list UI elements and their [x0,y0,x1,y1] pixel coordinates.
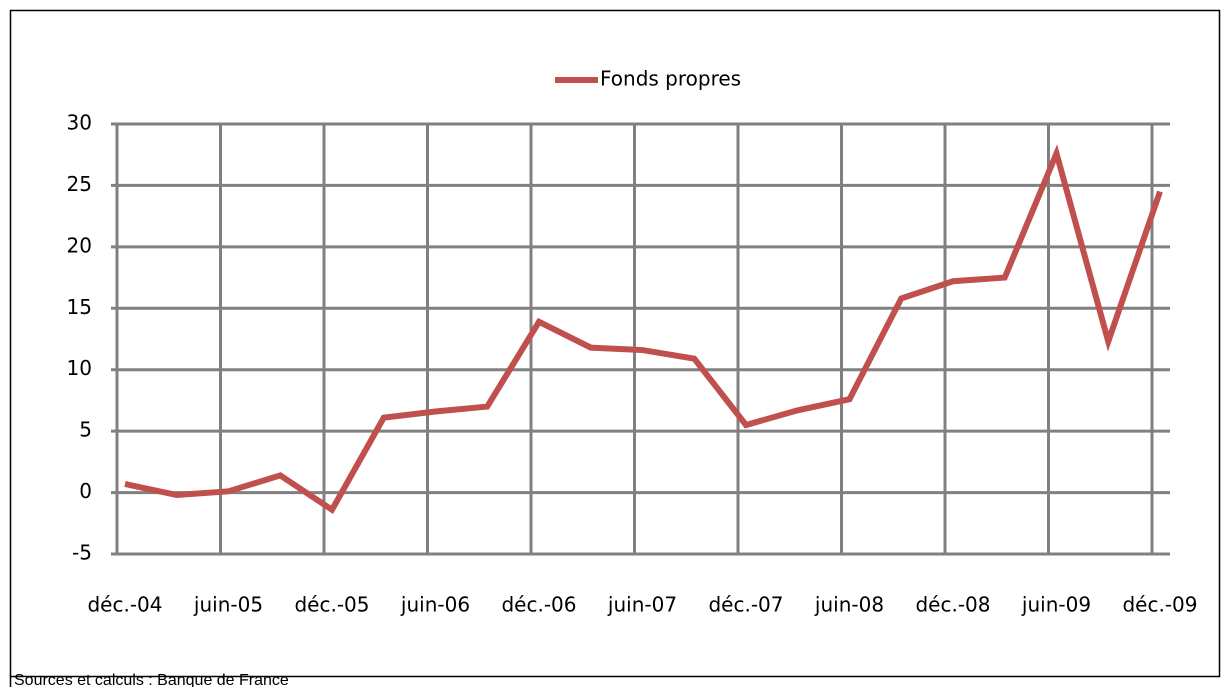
x-tick-label: déc.-08 [915,593,990,617]
y-tick-label: 15 [67,295,92,319]
x-tick-label: juin-08 [814,593,884,617]
y-tick-label: -5 [72,541,92,565]
x-tick-label: juin-07 [607,593,677,617]
x-tick-label: juin-06 [400,593,470,617]
y-tick-label: 30 [67,111,92,135]
x-tick-label: déc.-04 [87,593,162,617]
x-tick-label: déc.-07 [708,593,783,617]
x-tick-label: déc.-06 [501,593,576,617]
x-tick-label: déc.-09 [1122,593,1197,617]
chart-frame [9,9,1221,678]
x-tick-label: juin-05 [193,593,263,617]
y-tick-label: 25 [67,172,92,196]
y-tick-label: 0 [79,479,92,503]
y-tick-label: 10 [67,356,92,380]
legend-label: Fonds propres [600,67,741,91]
line-series [124,144,1163,515]
source-note: Sources et calculs : Banque de France [14,672,289,687]
y-tick-label: 5 [79,418,92,442]
y-tick-label: 20 [67,233,92,257]
x-tick-label: déc.-05 [294,593,369,617]
x-tick-label: juin-09 [1021,593,1091,617]
